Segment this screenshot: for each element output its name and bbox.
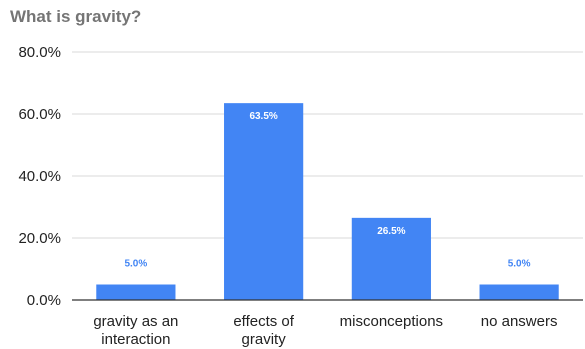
x-tick-label: effects of gravity — [233, 313, 294, 348]
chart-title: What is gravity? — [10, 7, 141, 26]
bars — [96, 103, 559, 301]
y-tick-label: 0.0% — [27, 292, 61, 309]
bar — [351, 217, 431, 300]
x-tick-label: no answers — [481, 313, 558, 330]
y-tick-label: 20.0% — [18, 230, 61, 247]
x-tick-label: misconceptions — [340, 313, 443, 330]
grid-lines — [72, 51, 583, 239]
data-label: 5.0% — [124, 259, 147, 270]
y-tick-label: 40.0% — [18, 168, 61, 185]
data-label: 26.5% — [377, 226, 405, 237]
x-tick-label: gravity as an interaction — [93, 313, 178, 348]
data-label: 63.5% — [249, 111, 277, 122]
data-labels: 5.0% 63.5% 26.5% 5.0% — [124, 111, 530, 269]
y-axis-ticks: 0.0% 20.0% 40.0% 60.0% 80.0% — [18, 44, 61, 309]
bar — [96, 284, 176, 300]
bar — [479, 284, 559, 300]
y-tick-label: 80.0% — [18, 44, 61, 61]
y-tick-label: 60.0% — [18, 106, 61, 123]
bar — [224, 103, 304, 301]
x-axis-ticks: gravity as an interaction effects of gravit… — [93, 313, 557, 348]
data-label: 5.0% — [508, 259, 531, 270]
